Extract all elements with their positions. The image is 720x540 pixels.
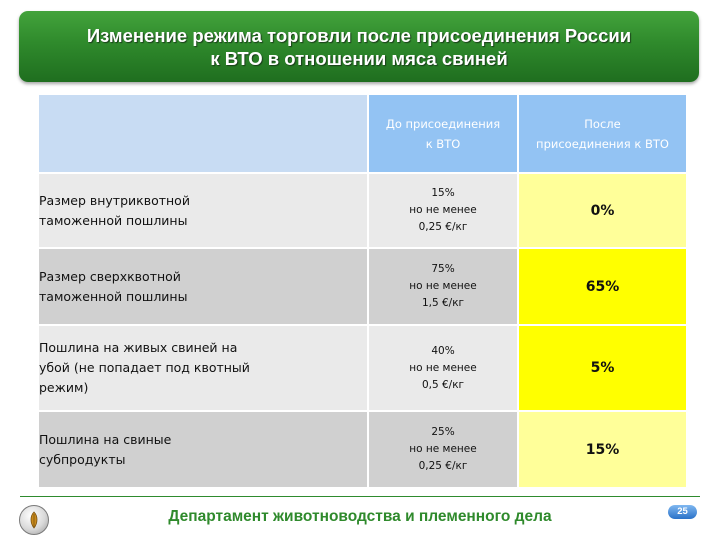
wheat-emblem-icon (30, 511, 38, 529)
before-minimum: 0,5 €/кг (421, 378, 465, 391)
before-minimum: 0,25 €/кг (418, 221, 468, 233)
row-label-line: Размер внутриквотной (39, 192, 190, 208)
page-title-line-2: к ВТО в отношении мяса свиней (210, 47, 508, 69)
before-value: 15% но не менее 0,25 €/кг (367, 172, 519, 249)
header-after-line: присоединения к ВТО (536, 136, 669, 151)
row-label: Размер внутриквотной таможенной пошлины (37, 172, 369, 249)
row-label-line: субпродукты (39, 451, 126, 467)
row-label-line: режим) (39, 380, 89, 395)
before-minimum: 0,25 €/кг (418, 460, 468, 472)
after-value: 15% (517, 410, 688, 489)
row-label: Пошлина на свиные субпродукты (37, 410, 369, 489)
header-before-accession: До присоединения к ВТО (367, 93, 519, 174)
ministry-logo-icon (19, 505, 49, 535)
header-before-line: к ВТО (425, 136, 461, 151)
table-row: Пошлина на живых свиней на убой (не попа… (37, 324, 688, 412)
table-row: Пошлина на свиные субпродукты 25% но не … (37, 410, 688, 489)
before-rate: 15% (431, 187, 455, 199)
page-number-badge: 25 (668, 505, 697, 519)
header-empty-cell (37, 93, 369, 174)
row-label-line: убой (не попадает под квотный (39, 360, 250, 375)
department-name: Департамент животноводства и племенного … (168, 508, 552, 525)
before-rate: 40% (431, 344, 455, 357)
after-value: 5% (517, 324, 688, 412)
after-value: 0% (517, 172, 688, 249)
tariff-comparison-table: До присоединения к ВТО После присоединен… (37, 93, 688, 489)
row-label: Пошлина на живых свиней на убой (не попа… (37, 324, 369, 412)
before-value: 25% но не менее 0,25 €/кг (367, 410, 519, 489)
row-label-line: Пошлина на живых свиней на (39, 340, 238, 355)
footer-divider (20, 496, 700, 497)
before-value: 75% но не менее 1,5 €/кг (367, 247, 519, 326)
page-title-line-1: Изменение режима торговли после присоеди… (86, 24, 632, 46)
after-value: 65% (517, 247, 688, 326)
row-label: Размер сверхквотной таможенной пошлины (37, 247, 369, 326)
row-label-line: Пошлина на свиные (39, 431, 172, 447)
before-rate: 25% (431, 426, 455, 438)
before-condition: но не менее (409, 361, 477, 374)
table-row: Размер внутриквотной таможенной пошлины … (37, 172, 688, 249)
row-label-line: таможенной пошлины (39, 288, 188, 304)
before-rate: 75% (431, 263, 455, 275)
table-header-row: До присоединения к ВТО После присоединен… (37, 93, 688, 174)
before-condition: но не менее (409, 280, 477, 292)
before-minimum: 1,5 €/кг (421, 297, 465, 309)
table-row: Размер сверхквотной таможенной пошлины 7… (37, 247, 688, 326)
before-condition: но не менее (409, 443, 477, 455)
row-label-line: Размер сверхквотной (39, 268, 181, 284)
header-after-line: После (584, 116, 621, 131)
title-banner: Изменение режима торговли после присоеди… (19, 11, 699, 82)
row-label-line: таможенной пошлины (39, 212, 188, 228)
header-before-line: До присоединения (385, 116, 501, 131)
before-condition: но не менее (409, 204, 477, 216)
header-after-accession: После присоединения к ВТО (517, 93, 688, 174)
before-value: 40% но не менее 0,5 €/кг (367, 324, 519, 412)
